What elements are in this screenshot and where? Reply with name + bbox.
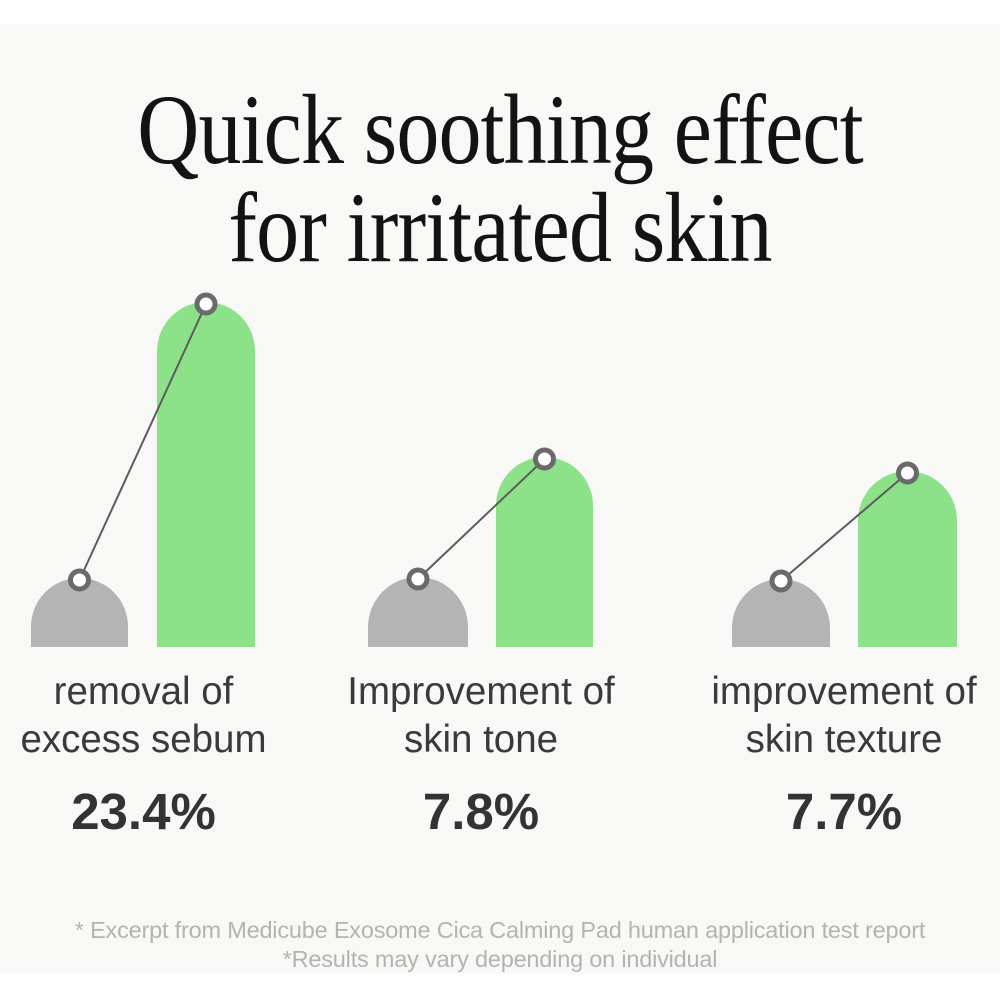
page-title: Quick soothing effect for irritated skin	[70, 74, 930, 283]
marker-circle-2-after	[896, 461, 919, 485]
connector-line-1	[417, 458, 546, 580]
category-label: improvement of	[711, 670, 977, 713]
connector-line-2	[780, 472, 909, 582]
marker-circle-0-after	[194, 292, 218, 316]
marker-circle-0-before	[68, 568, 91, 592]
category-label: excess sebum	[20, 718, 267, 761]
footnote: * Excerpt from Medicube Exosome Cica Cal…	[0, 916, 1000, 974]
label-group-sebum: removal of excess sebum 23.4%	[0, 668, 287, 838]
label-group-skin-texture: improvement of skin texture 7.7%	[694, 668, 994, 838]
footnote-line-1: * Excerpt from Medicube Exosome Cica Cal…	[74, 917, 926, 943]
category-label: skin texture	[745, 718, 943, 761]
value-label: 7.7%	[785, 783, 903, 840]
category-label: Improvement of	[347, 670, 615, 713]
label-group-skin-tone: Improvement of skin tone 7.8%	[331, 668, 631, 838]
marker-circle-1-after	[533, 447, 556, 471]
category-label: removal of	[53, 670, 234, 713]
value-label: 23.4%	[71, 783, 216, 840]
bar-after-0	[157, 302, 255, 647]
marker-circle-2-before	[769, 569, 793, 593]
footnote-line-2: *Results may vary depending on individua…	[282, 946, 718, 972]
chart-overlay	[68, 292, 919, 593]
title-line-2: for irritated skin	[228, 172, 772, 283]
title-line-1: Quick soothing effect	[137, 74, 863, 185]
connector-line-0	[78, 303, 207, 581]
value-label: 7.8%	[422, 783, 540, 840]
chart	[0, 280, 1000, 647]
category-label: skin tone	[403, 718, 559, 761]
marker-circle-1-before	[406, 567, 430, 591]
